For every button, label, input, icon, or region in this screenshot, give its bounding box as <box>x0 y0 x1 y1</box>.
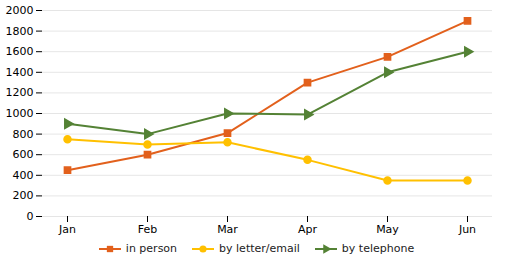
svg-text:200: 200 <box>13 189 34 202</box>
svg-text:Jun: Jun <box>458 223 476 236</box>
svg-text:Mar: Mar <box>217 223 238 236</box>
html-text:in person: in person <box>125 242 178 255</box>
svg-text:1800: 1800 <box>6 25 34 38</box>
svg-text:Apr: Apr <box>298 223 318 236</box>
svg-text:2000: 2000 <box>6 4 34 17</box>
svg-text:May: May <box>376 223 399 236</box>
svg-text:1400: 1400 <box>6 66 34 79</box>
svg-text:0: 0 <box>27 210 34 223</box>
svg-text:Jan: Jan <box>58 223 76 236</box>
svg-text:400: 400 <box>13 169 34 182</box>
svg-text:Feb: Feb <box>138 223 157 236</box>
html-text:by telephone: by telephone <box>341 242 415 255</box>
svg-text:1200: 1200 <box>6 86 34 99</box>
svg-text:800: 800 <box>13 128 34 141</box>
html-text:by letter/email: by letter/email <box>219 242 300 255</box>
svg-text:1000: 1000 <box>6 107 34 120</box>
svg-text:600: 600 <box>13 148 34 161</box>
svg-text:1600: 1600 <box>6 45 34 58</box>
